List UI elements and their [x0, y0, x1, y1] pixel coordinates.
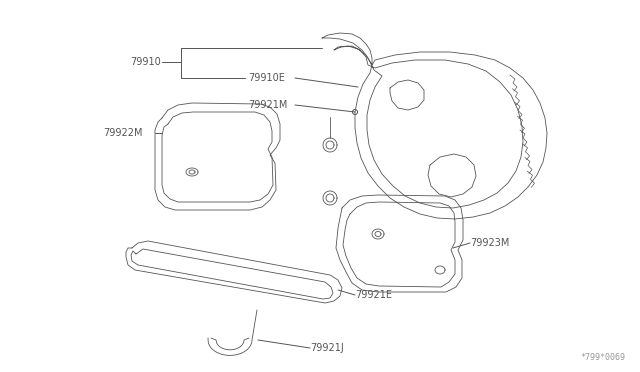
- Text: *799*0069: *799*0069: [580, 353, 625, 362]
- Text: 79910: 79910: [130, 57, 161, 67]
- Text: 79921E: 79921E: [355, 290, 392, 300]
- Text: 79910E: 79910E: [248, 73, 285, 83]
- Text: 79923M: 79923M: [470, 238, 509, 248]
- Text: 79921J: 79921J: [310, 343, 344, 353]
- Text: 79921M: 79921M: [248, 100, 287, 110]
- Text: 79922M: 79922M: [103, 128, 143, 138]
